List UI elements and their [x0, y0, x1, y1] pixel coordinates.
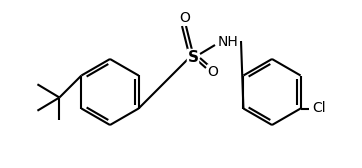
Text: S: S: [188, 50, 198, 65]
Text: O: O: [207, 65, 218, 79]
Text: O: O: [180, 11, 190, 25]
Text: NH: NH: [218, 35, 238, 49]
Text: Cl: Cl: [312, 101, 325, 116]
